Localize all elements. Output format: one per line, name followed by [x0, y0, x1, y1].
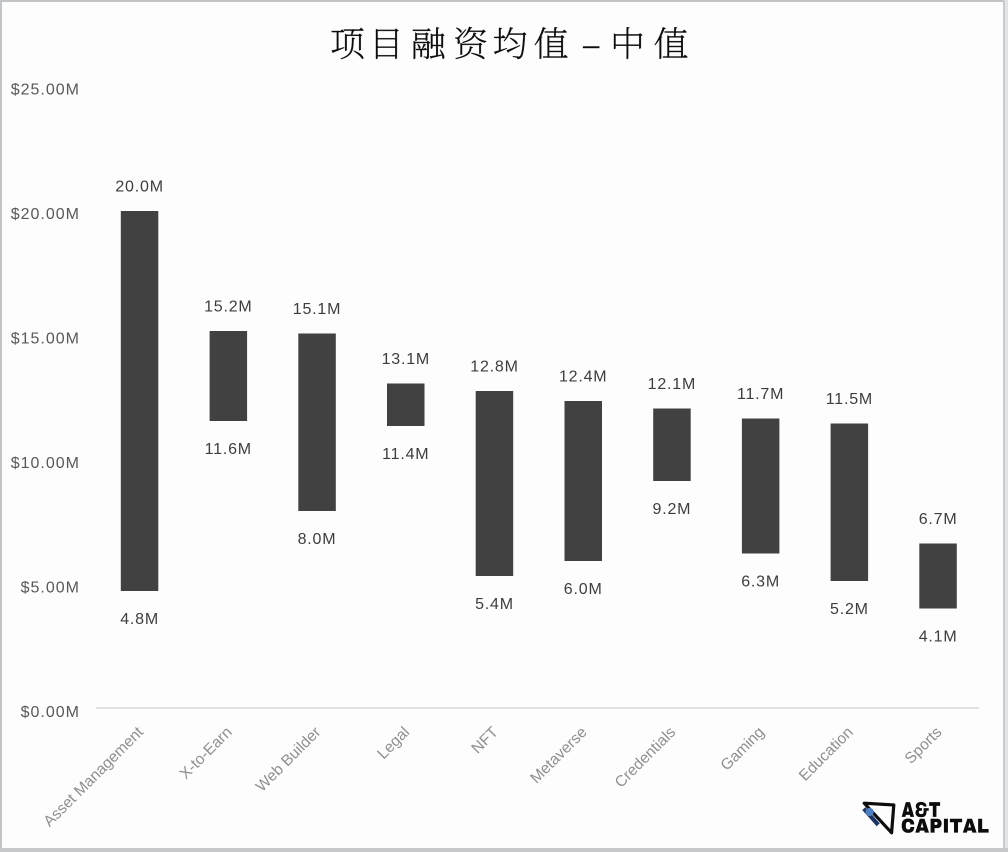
- svg-text:5.4M: 5.4M: [475, 596, 514, 613]
- svg-text:11.7M: 11.7M: [737, 386, 784, 403]
- svg-text:$20.00M: $20.00M: [11, 206, 80, 223]
- svg-text:9.2M: 9.2M: [653, 501, 692, 518]
- svg-text:15.1M: 15.1M: [293, 301, 341, 318]
- svg-text:20.0M: 20.0M: [115, 179, 163, 196]
- svg-text:15.2M: 15.2M: [204, 299, 252, 316]
- svg-text:12.4M: 12.4M: [559, 369, 607, 386]
- svg-text:6.3M: 6.3M: [741, 574, 780, 591]
- svg-text:11.6M: 11.6M: [205, 441, 252, 458]
- svg-text:4.1M: 4.1M: [919, 629, 958, 646]
- svg-text:11.4M: 11.4M: [382, 446, 429, 463]
- svg-text:6.0M: 6.0M: [564, 581, 603, 598]
- svg-text:12.8M: 12.8M: [470, 359, 518, 376]
- svg-text:4.8M: 4.8M: [120, 611, 159, 628]
- svg-text:13.1M: 13.1M: [382, 351, 430, 368]
- svg-text:$10.00M: $10.00M: [11, 455, 80, 472]
- svg-text:6.7M: 6.7M: [919, 511, 958, 528]
- svg-text:12.1M: 12.1M: [648, 376, 696, 393]
- svg-text:5.2M: 5.2M: [830, 601, 869, 618]
- svg-text:$25.00M: $25.00M: [11, 82, 80, 99]
- svg-text:8.0M: 8.0M: [298, 531, 337, 548]
- svg-text:$0.00M: $0.00M: [21, 704, 80, 721]
- svg-text:$15.00M: $15.00M: [11, 331, 80, 348]
- svg-text:11.5M: 11.5M: [826, 391, 873, 408]
- svg-text:$5.00M: $5.00M: [21, 580, 80, 597]
